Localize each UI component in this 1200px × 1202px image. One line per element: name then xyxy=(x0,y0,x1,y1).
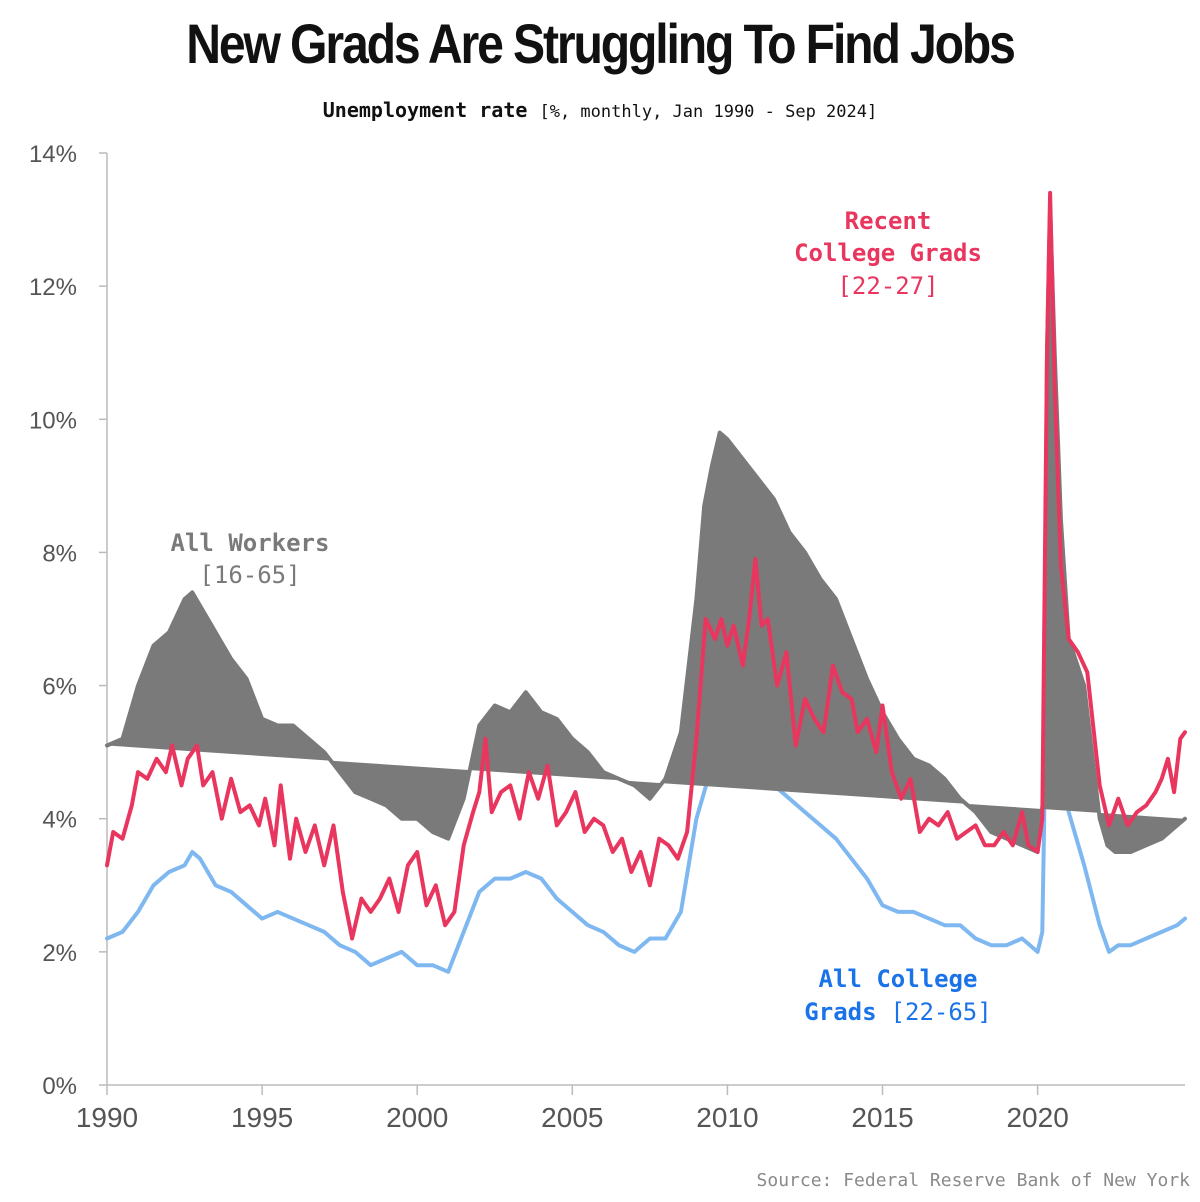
x-tick-label: 2000 xyxy=(386,1102,448,1133)
chart-subtitle: Unemployment rate [%, monthly, Jan 1990 … xyxy=(0,98,1200,122)
college-grads-label-word: Grads xyxy=(804,998,876,1026)
college-grads-label-line1: All College xyxy=(819,965,978,993)
subtitle-detail: [%, monthly, Jan 1990 - Sep 2024] xyxy=(539,102,878,122)
y-tick-label: 10% xyxy=(29,407,77,434)
y-tick-label: 6% xyxy=(42,674,77,701)
chart-title: New Grads Are Struggling To Find Jobs xyxy=(186,12,1016,75)
college-grads-range-label: [22-65] xyxy=(891,998,992,1026)
x-tick-label: 2005 xyxy=(541,1102,603,1133)
recent-grads-label-line1: Recent xyxy=(845,207,932,235)
recent-grads-range-label: [22-27] xyxy=(837,272,938,300)
y-tick-label: 0% xyxy=(42,1073,77,1100)
x-tick-label: 2020 xyxy=(1006,1102,1068,1133)
all-workers-label: All Workers xyxy=(171,529,330,557)
y-tick-label: 2% xyxy=(42,940,77,967)
source-note: Source: Federal Reserve Bank of New York xyxy=(756,1170,1190,1191)
x-tick-label: 2015 xyxy=(851,1102,913,1133)
axes: 0% 2% 4% 6% 8% 10% 12% 14% 1990 1995 2000 2005 2010 2… xyxy=(29,141,1185,1133)
y-tick-label: 8% xyxy=(42,540,77,567)
y-tick-label: 4% xyxy=(42,807,77,834)
recent-grads-label-line2: College Grads xyxy=(794,239,982,267)
college-grads-label-line2: Grads [22-65] xyxy=(804,998,991,1026)
series-lines xyxy=(105,190,1187,974)
x-tick-label: 1990 xyxy=(76,1102,138,1133)
college-grads-line xyxy=(105,543,1187,974)
y-tick-label: 12% xyxy=(29,274,77,301)
recent-grads-line xyxy=(105,190,1187,941)
x-tick-label: 1995 xyxy=(231,1102,293,1133)
all-workers-range-label: [16-65] xyxy=(199,561,300,589)
subtitle-main: Unemployment rate xyxy=(322,98,528,122)
x-tick-label: 2010 xyxy=(696,1102,758,1133)
y-tick-label: 14% xyxy=(29,141,77,168)
